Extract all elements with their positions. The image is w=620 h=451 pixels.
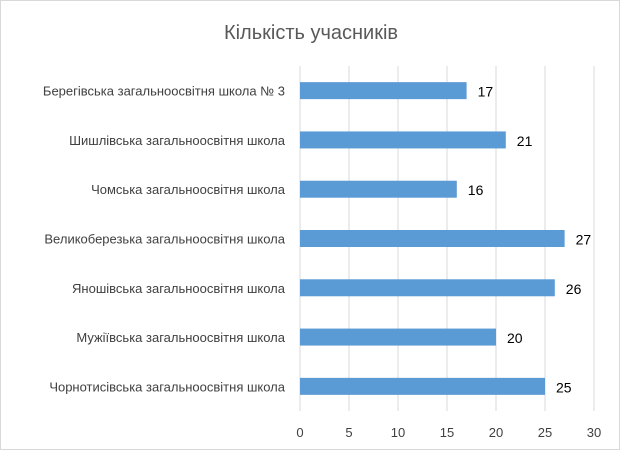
bar bbox=[300, 279, 555, 297]
category-label: Чомська загальноосвітня школа bbox=[91, 182, 286, 197]
category-label: Шишлівська загальноосвітня школа bbox=[69, 133, 286, 148]
x-tick-label: 10 bbox=[391, 425, 405, 440]
bars bbox=[300, 82, 565, 395]
category-label: Берегівська загальноосвітня школа № 3 bbox=[43, 84, 285, 99]
data-label: 16 bbox=[468, 182, 484, 198]
x-axis-ticks: 0 5 10 15 20 25 30 bbox=[296, 425, 601, 440]
x-tick-label: 5 bbox=[345, 425, 352, 440]
data-label: 17 bbox=[478, 84, 494, 100]
x-tick-label: 25 bbox=[538, 425, 552, 440]
x-tick-label: 30 bbox=[587, 425, 601, 440]
x-tick-label: 0 bbox=[296, 425, 303, 440]
bar bbox=[300, 180, 457, 198]
data-label: 26 bbox=[566, 281, 582, 297]
category-labels: Берегівська загальноосвітня школа № 3 Шиш… bbox=[43, 84, 286, 395]
category-label: Яношівська загальноосвітня школа bbox=[72, 281, 286, 296]
category-label: Чорнотисівська загальноосвітня школа bbox=[49, 379, 285, 394]
x-tick-label: 20 bbox=[489, 425, 503, 440]
category-label: Мужіївська загальноосвітня школа bbox=[76, 330, 285, 345]
bar bbox=[300, 328, 496, 346]
data-label: 20 bbox=[507, 330, 523, 346]
data-label: 21 bbox=[517, 133, 533, 149]
chart-title: Кількість учасників bbox=[224, 22, 398, 44]
bar bbox=[300, 131, 506, 149]
bar bbox=[300, 82, 467, 100]
data-label: 27 bbox=[576, 232, 592, 248]
bar bbox=[300, 230, 565, 247]
bar bbox=[300, 377, 545, 395]
category-label: Великоберезька загальноосвітня школа bbox=[44, 232, 285, 247]
x-tick-label: 15 bbox=[440, 425, 454, 440]
data-labels: 17 21 16 27 26 20 25 bbox=[468, 84, 592, 396]
data-label: 25 bbox=[556, 379, 572, 395]
